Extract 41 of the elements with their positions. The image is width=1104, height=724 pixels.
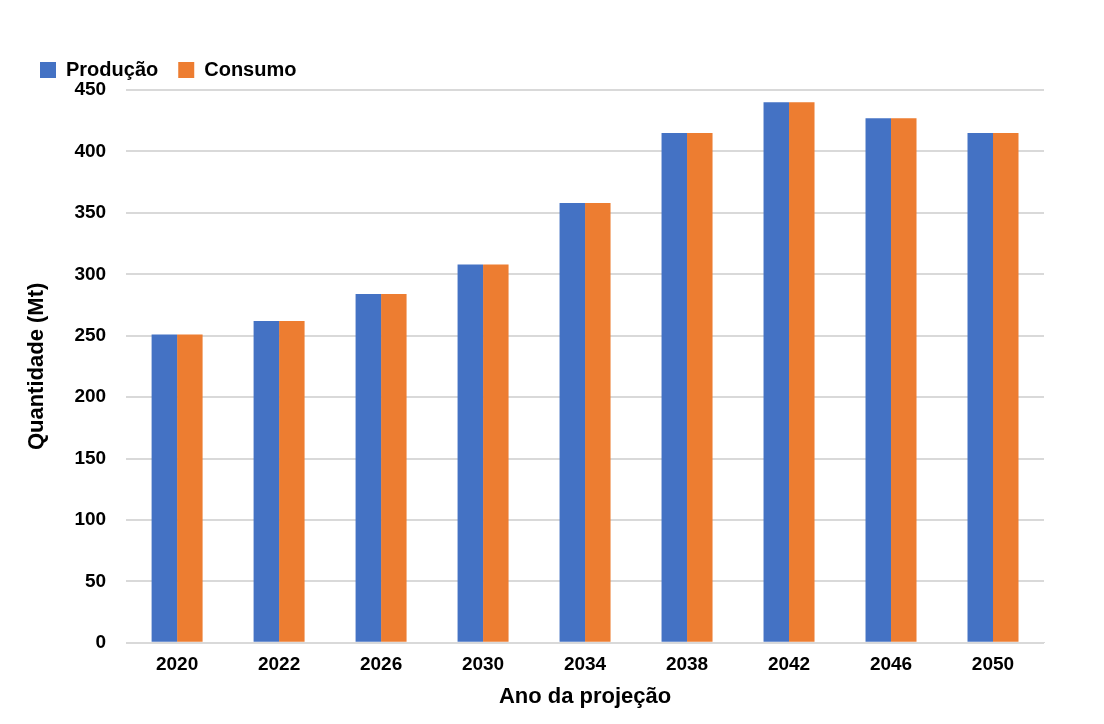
x-tick-label: 2020 <box>155 653 199 675</box>
y-tick-label: 0 <box>95 631 107 653</box>
y-tick-label: 250 <box>74 323 107 345</box>
bar <box>865 118 892 642</box>
y-tick-label: 150 <box>74 446 107 468</box>
y-tick-label: 400 <box>74 139 107 161</box>
bar <box>355 293 382 642</box>
bar <box>151 334 178 642</box>
bar <box>891 118 917 642</box>
bar <box>177 334 203 642</box>
y-tick-label: 50 <box>84 569 107 591</box>
x-tick-label: 2050 <box>971 653 1015 675</box>
bar <box>993 133 1019 642</box>
x-tick-label: 2030 <box>461 653 505 675</box>
bar <box>279 320 305 642</box>
legend-label: Consumo <box>204 57 297 80</box>
x-tick-label: 2034 <box>563 653 607 675</box>
bar <box>585 203 611 642</box>
y-tick-label: 450 <box>74 78 107 100</box>
y-tick-label: 100 <box>74 508 107 530</box>
x-tick-label: 2022 <box>257 653 301 675</box>
legend-label: Produção <box>66 57 159 80</box>
x-axis-title: Ano da projeção <box>498 682 672 708</box>
bar <box>763 102 790 642</box>
x-tick-label: 2042 <box>767 653 811 675</box>
y-tick-label: 300 <box>74 262 107 284</box>
bar <box>661 133 688 642</box>
bar <box>687 133 713 642</box>
bar <box>559 203 586 642</box>
x-tick-label: 2038 <box>665 653 709 675</box>
x-tick-label: 2026 <box>359 653 403 675</box>
bar <box>457 264 484 642</box>
bar <box>253 320 280 642</box>
bar <box>789 102 815 642</box>
y-tick-label: 200 <box>74 385 107 407</box>
bar <box>967 133 994 642</box>
y-axis-title: Quantidade (Mt) <box>23 282 49 451</box>
x-tick-label: 2046 <box>869 653 913 675</box>
y-tick-label: 350 <box>74 201 107 223</box>
bar <box>381 293 407 642</box>
bar <box>483 264 509 642</box>
